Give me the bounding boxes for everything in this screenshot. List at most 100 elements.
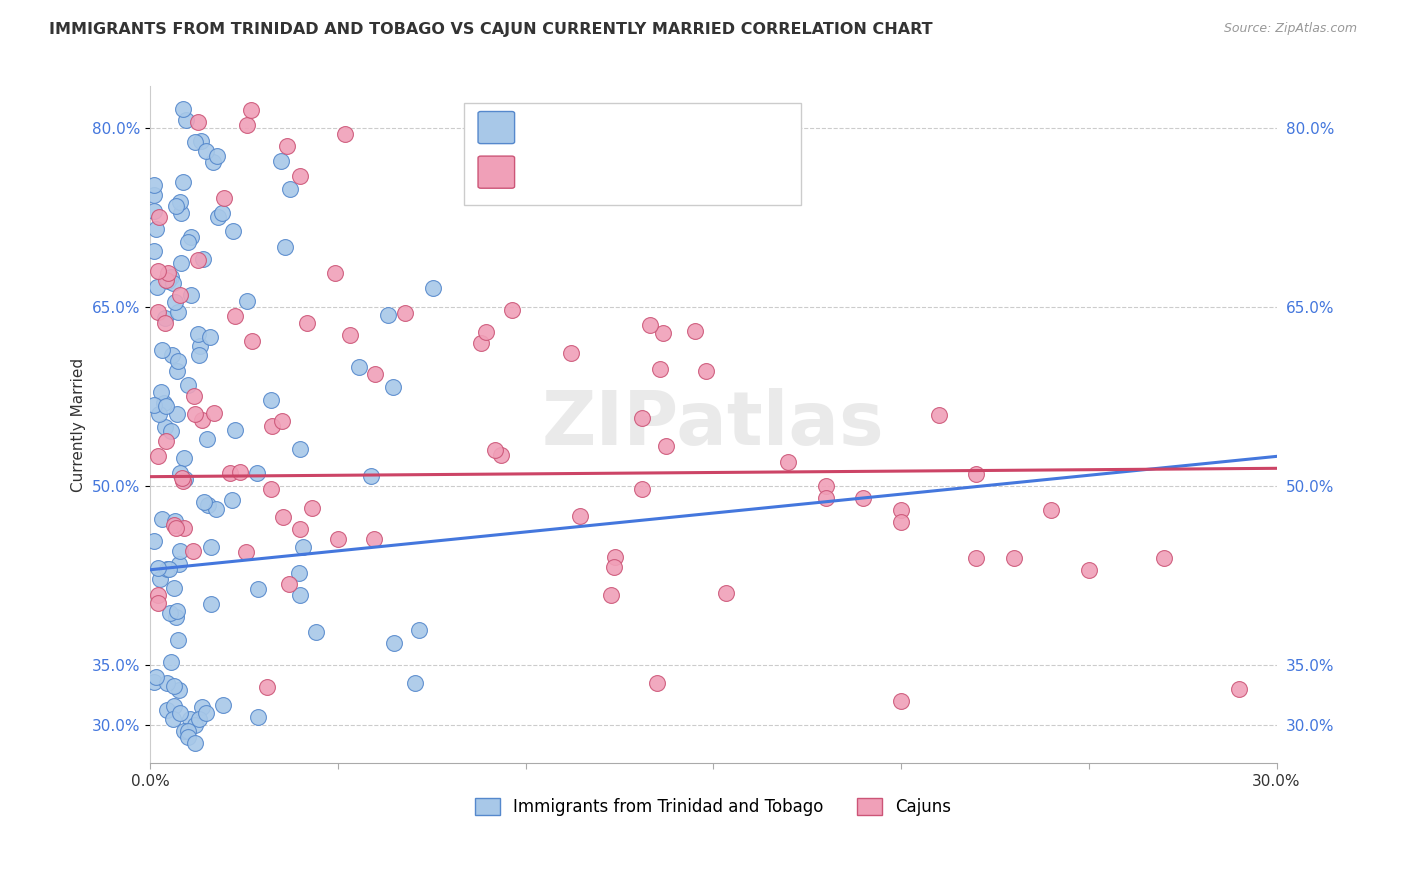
Point [180, 288, 202, 302]
Point [159, 606, 181, 620]
Point [501, 302, 523, 317]
Point [236, 118, 259, 132]
Point [205, 149, 228, 163]
Point [852, 491, 875, 505]
Point [155, 273, 177, 287]
Text: 0.087: 0.087 [562, 119, 620, 136]
Point [291, 540, 314, 554]
Point [172, 175, 194, 189]
Point [200, 597, 222, 611]
Point [928, 408, 950, 422]
Point [170, 256, 193, 270]
Point [218, 467, 240, 481]
Point [170, 471, 193, 485]
Point [224, 423, 246, 437]
Point [247, 709, 270, 723]
Point [965, 550, 987, 565]
Y-axis label: Currently Married: Currently Married [72, 358, 86, 491]
Point [191, 252, 214, 267]
Point [290, 522, 312, 536]
Point [271, 414, 294, 428]
Point [246, 467, 269, 481]
Point [568, 509, 591, 524]
Point [169, 467, 191, 481]
Point [142, 244, 165, 259]
Point [890, 503, 912, 517]
Point [145, 671, 167, 685]
Point [222, 224, 245, 238]
Point [422, 281, 444, 295]
Text: 84: 84 [678, 163, 703, 181]
Point [160, 424, 183, 438]
Point [169, 195, 191, 210]
Point [157, 562, 180, 576]
Point [180, 230, 202, 244]
Point [212, 191, 235, 205]
Point [148, 407, 170, 421]
Point [176, 730, 198, 744]
Text: R =: R = [523, 119, 562, 136]
Point [166, 604, 188, 618]
Point [165, 199, 187, 213]
Point [890, 694, 912, 708]
Point [146, 588, 169, 602]
Point [176, 723, 198, 738]
Point [475, 325, 498, 339]
Point [146, 449, 169, 463]
Point [172, 474, 194, 488]
Point [187, 712, 209, 726]
Point [408, 623, 430, 637]
Point [655, 439, 678, 453]
Point [157, 265, 180, 279]
Point [173, 723, 195, 738]
Point [165, 521, 187, 535]
Point [184, 736, 207, 750]
Point [323, 266, 346, 280]
Point [631, 482, 654, 496]
Point [335, 127, 357, 141]
Point [339, 327, 361, 342]
Legend: Immigrants from Trinidad and Tobago, Cajuns: Immigrants from Trinidad and Tobago, Caj… [468, 791, 957, 822]
Point [190, 134, 212, 148]
Point [142, 178, 165, 192]
Point [235, 544, 257, 558]
Point [212, 698, 235, 713]
Point [648, 362, 671, 376]
Point [156, 703, 179, 717]
Point [162, 277, 184, 291]
Point [205, 501, 228, 516]
Point [229, 465, 252, 479]
Point [224, 310, 246, 324]
Point [165, 514, 187, 528]
Point [489, 448, 512, 462]
Point [377, 308, 399, 322]
Point [148, 210, 170, 224]
Point [163, 517, 186, 532]
Point [162, 712, 184, 726]
Point [276, 139, 298, 153]
Point [197, 499, 219, 513]
Point [187, 252, 209, 267]
Point [150, 343, 173, 358]
Point [143, 204, 166, 219]
Point [176, 235, 198, 249]
Point [270, 153, 292, 168]
Point [172, 102, 194, 116]
Point [1077, 563, 1099, 577]
Point [146, 561, 169, 575]
Point [194, 144, 217, 158]
Point [195, 706, 218, 720]
Point [290, 442, 312, 456]
Point [163, 699, 186, 714]
Point [695, 364, 717, 378]
Point [778, 455, 800, 469]
Text: IMMIGRANTS FROM TRINIDAD AND TOBAGO VS CAJUN CURRENTLY MARRIED CORRELATION CHART: IMMIGRANTS FROM TRINIDAD AND TOBAGO VS C… [49, 22, 932, 37]
Point [142, 187, 165, 202]
Point [638, 318, 661, 333]
Point [184, 135, 207, 149]
Point [153, 310, 176, 325]
Point [195, 432, 218, 446]
Point [1227, 682, 1250, 697]
Point [484, 442, 506, 457]
Point [221, 492, 243, 507]
